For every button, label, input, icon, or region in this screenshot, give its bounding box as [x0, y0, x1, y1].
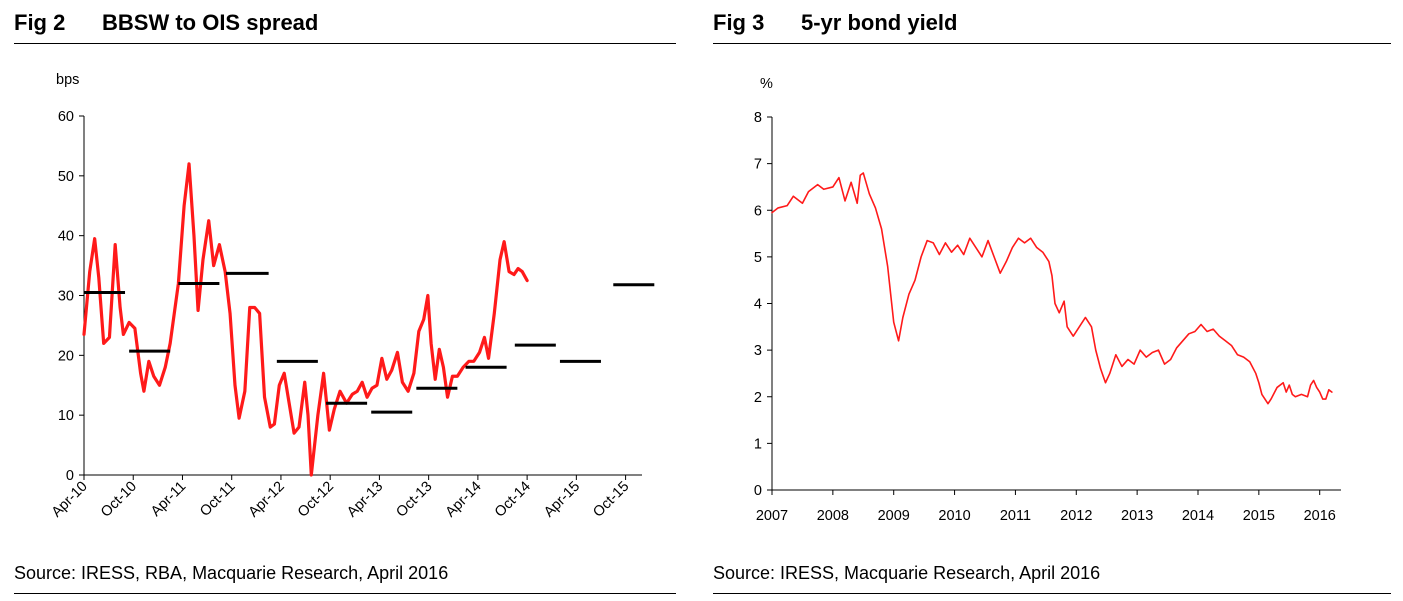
x-tick-label: 2015 — [1243, 508, 1275, 524]
y-tick-label: 5 — [754, 250, 762, 266]
y-tick-label: 0 — [66, 468, 74, 484]
figure-3-top-rule — [713, 43, 1391, 44]
x-tick-label: 2010 — [938, 508, 970, 524]
x-tick-label: Apr-13 — [344, 479, 386, 521]
x-tick-label: Apr-12 — [246, 479, 288, 521]
x-tick-label: Oct-13 — [393, 479, 435, 521]
x-tick-label: 2016 — [1304, 508, 1336, 524]
x-tick-label: Apr-11 — [148, 479, 189, 520]
y-tick-label: 8 — [754, 110, 762, 126]
figure-3-source: Source: IRESS, Macquarie Research, April… — [713, 563, 1101, 583]
x-tick-label: Oct-12 — [295, 479, 337, 521]
x-tick-label: 2013 — [1121, 508, 1153, 524]
x-tick-label: Oct-10 — [98, 479, 140, 521]
figure-3-panel: Fig 3 5-yr bond yield % 0 1 2 3 4 5 6 7 8 2007 2008 2… — [713, 0, 1391, 601]
x-tick-label: 2011 — [1000, 508, 1031, 524]
x-tick-label: 2009 — [878, 508, 910, 524]
x-tick-label: Apr-10 — [49, 479, 91, 521]
figure-2-title: Fig 2 BBSW to OIS spread — [14, 10, 318, 36]
series-line — [771, 172, 1333, 405]
x-tick-label: Oct-11 — [197, 479, 238, 520]
x-tick-label: 2012 — [1060, 508, 1092, 524]
x-tick-label: Apr-15 — [541, 479, 583, 521]
x-tick-label: Apr-14 — [443, 479, 485, 521]
y-tick-label: 4 — [754, 297, 762, 313]
y-tick-label: 20 — [58, 348, 74, 364]
y-tick-label: 7 — [754, 157, 762, 173]
figure-3-title-text: 5-yr bond yield — [801, 10, 958, 35]
y-tick-label: 60 — [58, 109, 74, 125]
y-tick-label: 6 — [754, 203, 762, 219]
x-tick-label: 2008 — [817, 508, 849, 524]
y-tick-label: 10 — [58, 408, 74, 424]
y-tick-label: 2 — [754, 390, 762, 406]
figure-2-panel: Fig 2 BBSW to OIS spread bps 0 10 20 30 40 50 60… — [14, 0, 676, 601]
y-tick-label: 50 — [58, 169, 74, 185]
y-tick-label: 1 — [754, 436, 762, 452]
y-tick-label: 40 — [58, 229, 74, 245]
y-tick-label: 30 — [58, 289, 74, 305]
y-axis-label: bps — [56, 72, 79, 88]
figure-2-source: Source: IRESS, RBA, Macquarie Research, … — [14, 563, 449, 583]
figure-2-bottom-rule — [14, 593, 676, 594]
y-tick-label: 3 — [754, 343, 762, 359]
figure-2-top-rule — [14, 43, 676, 44]
figure-3-chart: % 0 1 2 3 4 5 6 7 8 2007 2008 2009 2010 2011 2012 2013 20… — [754, 76, 1341, 524]
figure-2-title-text: BBSW to OIS spread — [102, 10, 319, 35]
x-tick-label: Oct-15 — [590, 479, 632, 521]
x-tick-label: 2014 — [1182, 508, 1214, 524]
x-tick-label: 2007 — [756, 508, 788, 524]
figure-2-chart: bps 0 10 20 30 40 50 60 Apr-10 Oct-10 Apr-11 Oct-11… — [49, 72, 655, 521]
y-tick-label: 0 — [754, 483, 762, 499]
x-tick-label: Oct-14 — [492, 479, 534, 521]
series-line — [82, 162, 529, 477]
y-axis-label: % — [760, 76, 773, 92]
figure-3-title: Fig 3 5-yr bond yield — [713, 10, 957, 36]
figure-3-bottom-rule — [713, 593, 1391, 594]
figure-3-number: Fig 3 — [713, 10, 765, 35]
figure-2-number: Fig 2 — [14, 10, 66, 35]
